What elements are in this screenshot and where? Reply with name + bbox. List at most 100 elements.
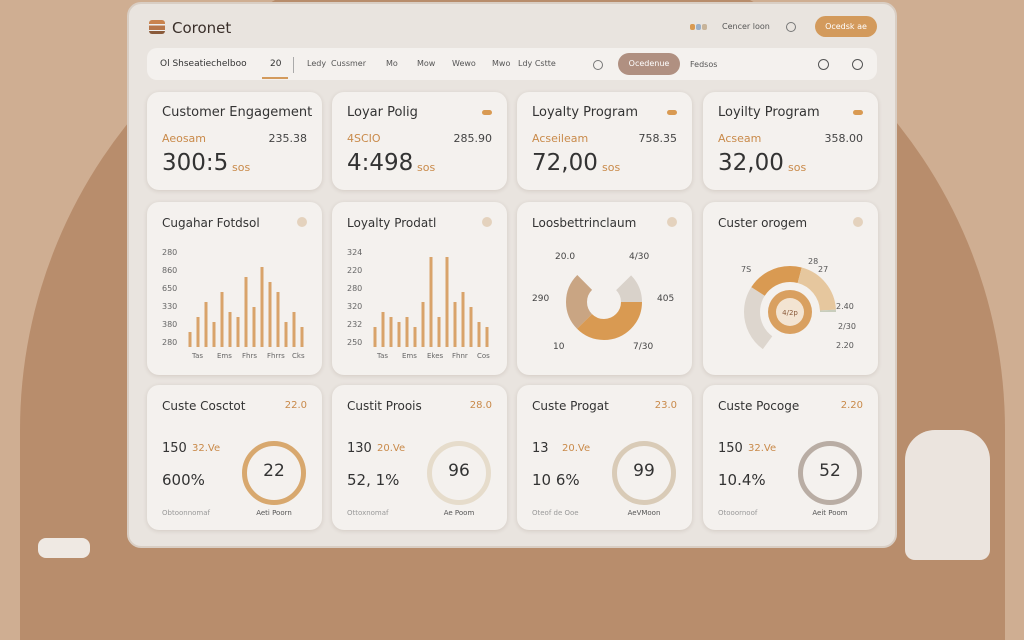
nav-item[interactable]: Ol Shseatiechelboo — [160, 59, 247, 69]
bar — [268, 282, 272, 347]
chart: 20.0 4/30 290 405 10 7/30 — [532, 252, 674, 352]
bar — [292, 312, 296, 347]
header-button[interactable]: Ocedsk ae — [815, 16, 877, 37]
icon — [853, 217, 863, 227]
bar — [477, 322, 481, 347]
bar — [252, 307, 256, 347]
nav-item[interactable]: 20 — [270, 59, 282, 69]
dot — [690, 24, 695, 30]
y-tick-label: 220 — [347, 266, 362, 275]
ring — [798, 441, 862, 505]
icon — [786, 22, 796, 32]
stat-card: Customer Engagement Aeosam 235.38 300:5 sos — [147, 92, 322, 190]
x-tick-label: Ems — [217, 352, 232, 360]
card-title: Loyilty Program — [718, 105, 820, 120]
bar — [421, 302, 425, 347]
bar — [196, 317, 200, 347]
nav-underline — [262, 77, 288, 79]
stat-card: Loyalty Program Acseileam 758.35 72,00 sos — [517, 92, 692, 190]
y-tick-label: 380 — [162, 320, 177, 329]
bar — [413, 327, 417, 347]
stat-big: 300:5 — [162, 150, 229, 176]
gauge-core-inner — [776, 298, 804, 326]
nav-item[interactable]: Mow — [417, 59, 436, 68]
card-corner: 28.0 — [469, 400, 492, 411]
x-tick-label: Fhrrs — [267, 352, 285, 360]
y-tick-label: 860 — [162, 266, 177, 275]
ring-caption: AeVMoon — [627, 509, 661, 517]
dot — [696, 24, 701, 30]
card-corner: 2.20 — [840, 400, 863, 411]
stat-big: 72,00 — [532, 150, 598, 176]
bar — [485, 327, 489, 347]
metric-accent: 32.Ve — [748, 443, 777, 454]
card-title: Loosbettrinclaum — [532, 216, 637, 230]
ring-card: Custe Cosctot 22.0 150 32.Ve 600% 22 Aeti Poor… — [147, 385, 322, 530]
bar — [276, 292, 280, 347]
card-title: Custe Cosctot — [162, 399, 246, 413]
card-title: Customer Engagement — [162, 105, 313, 120]
nav-button[interactable]: Ocedenue — [618, 53, 680, 75]
nav-link[interactable]: Fedsos — [690, 60, 718, 69]
card-title: Custit Proois — [347, 399, 422, 413]
donut-label: 290 — [532, 294, 549, 304]
stat-label: Aeosam — [162, 132, 207, 145]
bar — [212, 322, 216, 347]
metric-accent: 20.Ve — [562, 443, 591, 454]
stat-unit: sos — [232, 161, 251, 174]
nav-item[interactable]: Wewo — [452, 59, 476, 68]
card-title: Loyalty Prodatl — [347, 216, 437, 230]
gauge-segment — [744, 266, 836, 358]
ring-caption: Ae Poom — [443, 509, 475, 517]
nav-item[interactable]: Ldy Cstte — [518, 59, 556, 68]
donut-label: 405 — [657, 294, 674, 304]
x-tick-label: Fhnr — [452, 352, 468, 360]
metric: 130 — [347, 441, 372, 456]
icon — [853, 110, 863, 115]
bar — [220, 292, 224, 347]
y-tick-label: 280 — [162, 338, 177, 347]
stat-unit: sos — [602, 161, 621, 174]
icon — [667, 110, 677, 115]
icon — [852, 59, 863, 70]
card-title: Custe Pocoge — [718, 399, 800, 413]
stat-value: 285.90 — [453, 132, 493, 145]
card-title: Loyalty Program — [532, 105, 639, 120]
metric: 150 — [162, 441, 187, 456]
ring — [427, 441, 491, 505]
donut-segment — [566, 264, 642, 340]
chart: 324 220 280 320 232 250 Tas Ems Ekes Fhnr Cos — [347, 248, 490, 360]
stat-unit: sos — [417, 161, 436, 174]
chart-card: Custer orogem 4/2p 7S 28 27 2.40 2/30 2.20 — [703, 202, 878, 375]
ring-value: 52 — [819, 461, 841, 481]
nav-item[interactable]: Ledy — [307, 59, 327, 68]
y-tick-label: 320 — [347, 302, 362, 311]
x-tick-label: Tas — [376, 352, 388, 360]
nav-item[interactable]: Mwo — [492, 59, 511, 68]
bar — [453, 302, 457, 347]
metric-accent: 20.Ve — [377, 443, 406, 454]
stat-value: 358.00 — [824, 132, 864, 145]
chart: 280 860 650 330 380 280 Tas Ems Fhrs Fhrrs Cks — [162, 248, 305, 360]
nav-item[interactable]: Cussmer — [331, 59, 366, 68]
gauge-segment — [744, 266, 836, 358]
icon — [482, 217, 492, 227]
gauge-label: 2.40 — [836, 302, 854, 311]
ring-caption: Aeit Poom — [812, 509, 848, 517]
y-tick-label: 280 — [162, 248, 177, 257]
bar — [236, 317, 240, 347]
icon — [667, 217, 677, 227]
ring-caption: Aeti Poorn — [256, 509, 292, 517]
dot — [702, 24, 707, 30]
ring-card: Custit Proois 28.0 130 20.Ve 52, 1% 96 Ae Poom… — [332, 385, 507, 530]
card-title: Loyar Polig — [347, 105, 418, 120]
vase-left — [38, 538, 90, 558]
nav-item[interactable]: Mo — [386, 59, 398, 68]
bar — [260, 267, 264, 347]
stat-big: 4:498 — [347, 150, 414, 176]
bar — [373, 327, 377, 347]
donut-label: 7/30 — [633, 342, 653, 352]
bar — [429, 257, 433, 347]
metric: 150 — [718, 441, 743, 456]
stat-card: Loyar Polig 4SCIO 285.90 4:498 sos — [332, 92, 507, 190]
